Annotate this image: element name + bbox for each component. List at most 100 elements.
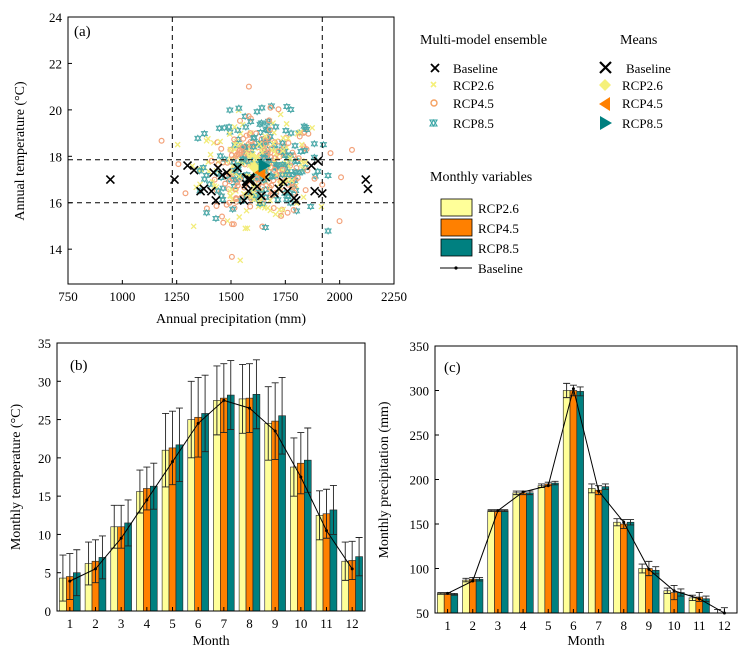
a-baseline-point [213, 163, 223, 173]
c-y-tick-label: 50 [416, 606, 429, 621]
b-baseline-point [171, 460, 174, 464]
a-rcp85-point [195, 167, 204, 175]
legend-means-rcp26: RCP2.6 [599, 78, 663, 93]
c-bar-rcp45 [620, 523, 628, 614]
legend-means-baseline: Baseline [599, 61, 671, 76]
c-error-bar [462, 577, 470, 583]
a-rcp26-point [256, 141, 263, 148]
a-rcp85-point [268, 172, 276, 181]
b-error-bar [59, 554, 67, 602]
legend-mean-x-icon [599, 61, 612, 74]
b-baseline-point [222, 398, 226, 402]
a-rcp45-point [232, 152, 239, 159]
a-rcp26-point [242, 225, 249, 232]
a-rcp45-point [295, 155, 302, 162]
b-panel-label: (b) [70, 358, 88, 374]
c-error-bar [487, 509, 495, 512]
b-baseline-point [325, 529, 328, 533]
c-x-tick-label: 1 [444, 618, 451, 633]
legend-monthly-rcp85: RCP8.5 [440, 238, 519, 257]
a-rcp45-point [271, 155, 278, 162]
c-x-tick-label: 9 [646, 618, 653, 633]
a-panel-label: (a) [74, 24, 91, 40]
a-rcp85-point [324, 227, 332, 235]
a-rcp45-point [253, 176, 260, 183]
a-rcp26-point [283, 120, 290, 127]
a-rcp45-point [230, 221, 237, 228]
a-rcp45-point [284, 209, 291, 216]
a-rcp85-point [228, 205, 237, 214]
a-rcp85-point [226, 106, 234, 114]
legend-means-baseline-label: Baseline [626, 61, 671, 76]
b-x-axis-title: Month [192, 634, 229, 649]
a-rcp45-point [218, 145, 225, 152]
a-y-tick-label: 24 [49, 10, 63, 25]
b-baseline-polyline [69, 399, 353, 582]
a-rcp85-point [287, 105, 295, 114]
a-rcp45-point [245, 83, 252, 90]
c-error-bar [437, 592, 445, 595]
c-x-tick-label: 7 [595, 618, 602, 633]
c-bar-rcp45 [594, 489, 603, 614]
b-error-bar [85, 541, 93, 586]
c-bar-rcp85 [475, 578, 484, 614]
a-rcp45-point [182, 190, 189, 197]
a-rcp26-point [243, 207, 250, 214]
a-rcp85-point [313, 167, 322, 176]
a-rcp85-point [271, 122, 280, 131]
a-mean-markers [241, 158, 271, 187]
b-error-bar [98, 535, 106, 580]
b-error-bar [341, 541, 349, 581]
c-x-tick-label: 10 [668, 618, 681, 633]
c-x-tick-label: 2 [470, 618, 477, 633]
a-rcp85-point [300, 146, 309, 155]
b-error-bar [201, 374, 209, 453]
a-rcp85-point [306, 202, 315, 211]
c-error-bar [652, 566, 660, 575]
a-rcp26-point [318, 203, 325, 210]
legend-ensemble-rcp26-label: RCP2.6 [453, 78, 494, 93]
a-y-tick-label: 20 [49, 103, 62, 118]
c-baseline-point [697, 597, 701, 601]
legend-x-marker-icon [430, 81, 437, 88]
a-baseline-point [256, 191, 266, 201]
a-baseline-point [317, 188, 327, 199]
c-error-bar [601, 483, 609, 490]
a-y-tick-label: 22 [49, 56, 62, 71]
b-error-bar [92, 539, 99, 584]
a-baseline-point [361, 174, 371, 185]
c-bar-rcp26 [487, 510, 495, 614]
legend-mean-diamond-icon [599, 79, 611, 91]
a-baseline-point [222, 167, 232, 178]
a-rcp85-point [202, 208, 211, 217]
a-baseline-point [278, 177, 288, 187]
b-error-bar [175, 407, 183, 483]
a-rcp26-point [227, 193, 234, 200]
a-rcp26-point [273, 150, 279, 157]
legend-monthly-baseline-label: Baseline [478, 261, 523, 276]
a-baseline-point [306, 161, 316, 171]
a-y-tick-label: 14 [49, 242, 63, 257]
b-error-bar [329, 484, 337, 535]
legend-star-marker-icon [429, 118, 438, 128]
legend-means-rcp26-label: RCP2.6 [622, 78, 663, 93]
a-rcp85-point [216, 152, 225, 160]
c-error-bar [670, 584, 678, 601]
a-rcp26-point [264, 204, 271, 211]
a-y-tick-label: 18 [49, 149, 62, 164]
a-mean-rcp85 [258, 158, 271, 173]
c-error-bar [613, 518, 621, 527]
c-error-bar [476, 576, 484, 582]
a-rcp26-point [302, 159, 309, 166]
a-rcp45-point [211, 176, 218, 183]
b-x-tick-label: 5 [169, 616, 176, 631]
a-x-tick-label: 1250 [164, 289, 190, 304]
b-error-bar [252, 359, 260, 430]
c-error-bar [450, 592, 458, 596]
a-baseline-point [282, 186, 293, 196]
a-rcp85-point [273, 161, 281, 170]
c-error-bar [627, 519, 635, 526]
b-y-tick-label: 30 [38, 374, 51, 389]
a-y-axis-title: Annual temperature (°C) [13, 81, 28, 221]
